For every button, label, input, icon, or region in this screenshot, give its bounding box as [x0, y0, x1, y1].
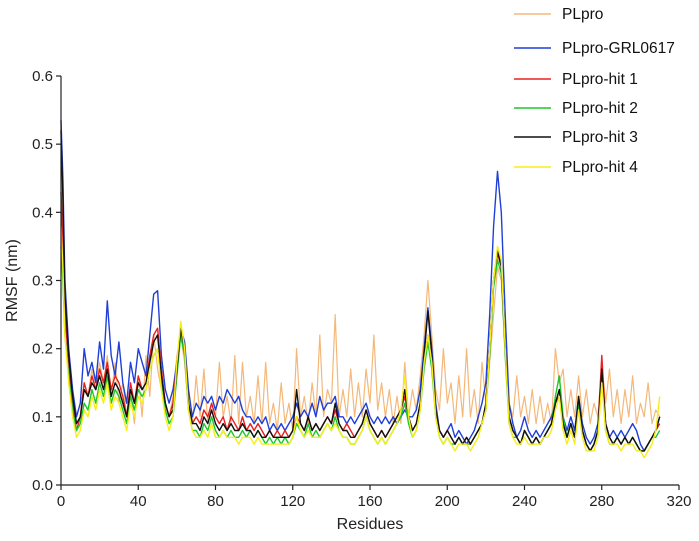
legend-label: PLpro: [562, 6, 603, 23]
legend: PLpro PLpro-GRL0617 PLpro-hit 1 PLpro-hit 2…: [514, 6, 675, 176]
legend-label: PLpro-hit 1: [562, 71, 638, 88]
y-tick-label: 0.5: [32, 136, 53, 153]
x-tick-label: 240: [512, 493, 537, 510]
legend-label: PLpro-hit 4: [562, 159, 638, 176]
x-tick-label: 40: [130, 493, 147, 510]
y-axis-title: RMSF (nm): [4, 239, 21, 322]
y-tick-label: 0.6: [32, 68, 53, 85]
y-tick-label: 0.2: [32, 341, 53, 358]
y-tick-label: 0.3: [32, 273, 53, 290]
x-tick-label: 160: [357, 493, 382, 510]
series-layer: [60, 120, 661, 459]
y-tick-label: 0.4: [32, 204, 53, 221]
x-tick-label: 80: [207, 493, 224, 510]
y-tick-label: 0.1: [32, 409, 53, 426]
x-tick-label: 120: [280, 493, 305, 510]
x-tick-label: 200: [435, 493, 460, 510]
legend-label: PLpro-hit 3: [562, 129, 638, 146]
x-tick-label: 280: [589, 493, 614, 510]
series-line-plpro-hit-3: [60, 130, 661, 452]
x-tick-label: 0: [57, 493, 65, 510]
x-ticks: 0 40 80 120 160 200 240 280 320: [57, 485, 692, 510]
legend-label: PLpro-hit 2: [562, 100, 638, 117]
y-tick-label: 0.0: [32, 477, 53, 494]
series-line-plpro-hit-4: [60, 225, 661, 459]
legend-label: PLpro-GRL0617: [562, 40, 675, 57]
series-line-plpro: [60, 178, 661, 432]
y-ticks: 0.0 0.1 0.2 0.3 0.4 0.5 0.6: [32, 68, 61, 494]
x-tick-label: 320: [666, 493, 691, 510]
x-axis-title: Residues: [337, 516, 404, 533]
